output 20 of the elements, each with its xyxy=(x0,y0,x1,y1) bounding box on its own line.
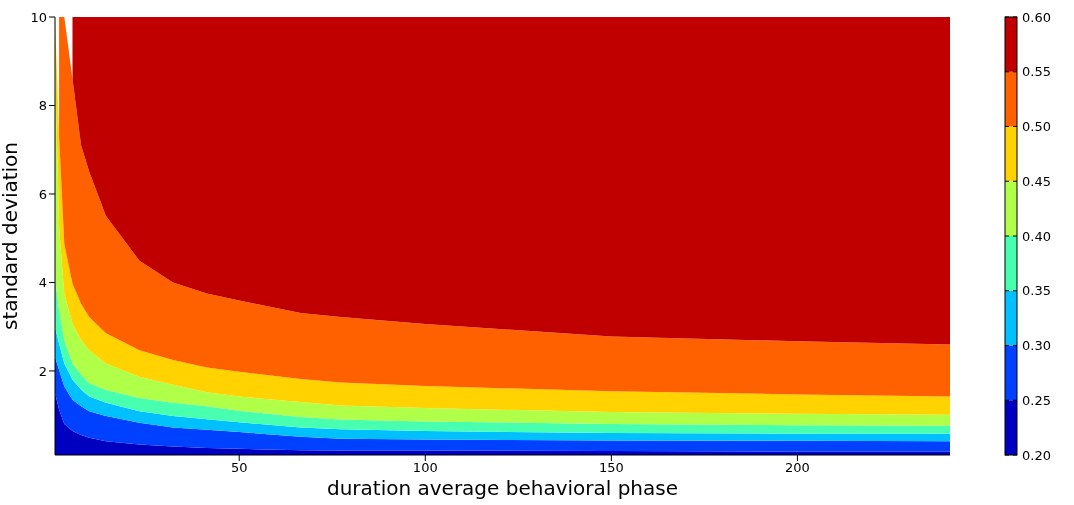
x-axis-title: duration average behavioral phase xyxy=(326,476,679,500)
color-bar-label: 0.30 xyxy=(1022,338,1051,354)
y-tick-label: 10 xyxy=(30,9,47,25)
color-bar-label: 0.50 xyxy=(1022,119,1051,135)
color-bar-label: 0.20 xyxy=(1022,447,1051,463)
x-tick-label: 100 xyxy=(412,460,438,476)
color-bar-label: 0.55 xyxy=(1022,64,1051,80)
y-tick-label: 8 xyxy=(38,98,47,114)
y-tick-label: 4 xyxy=(38,275,47,291)
y-tick-label: 6 xyxy=(38,186,47,202)
y-axis-title: standard deviation xyxy=(0,141,23,331)
y-tick-label: 2 xyxy=(38,363,47,379)
color-bar-label: 0.40 xyxy=(1022,228,1051,244)
color-bar-label: 0.25 xyxy=(1022,392,1051,408)
x-tick-label: 150 xyxy=(598,460,624,476)
color-bar-label: 0.45 xyxy=(1022,173,1051,189)
x-tick-label: 200 xyxy=(785,460,810,476)
color-bar-label: 0.35 xyxy=(1022,283,1051,299)
x-tick-label: 50 xyxy=(230,460,248,476)
color-bar-label: 0.60 xyxy=(1022,9,1051,25)
